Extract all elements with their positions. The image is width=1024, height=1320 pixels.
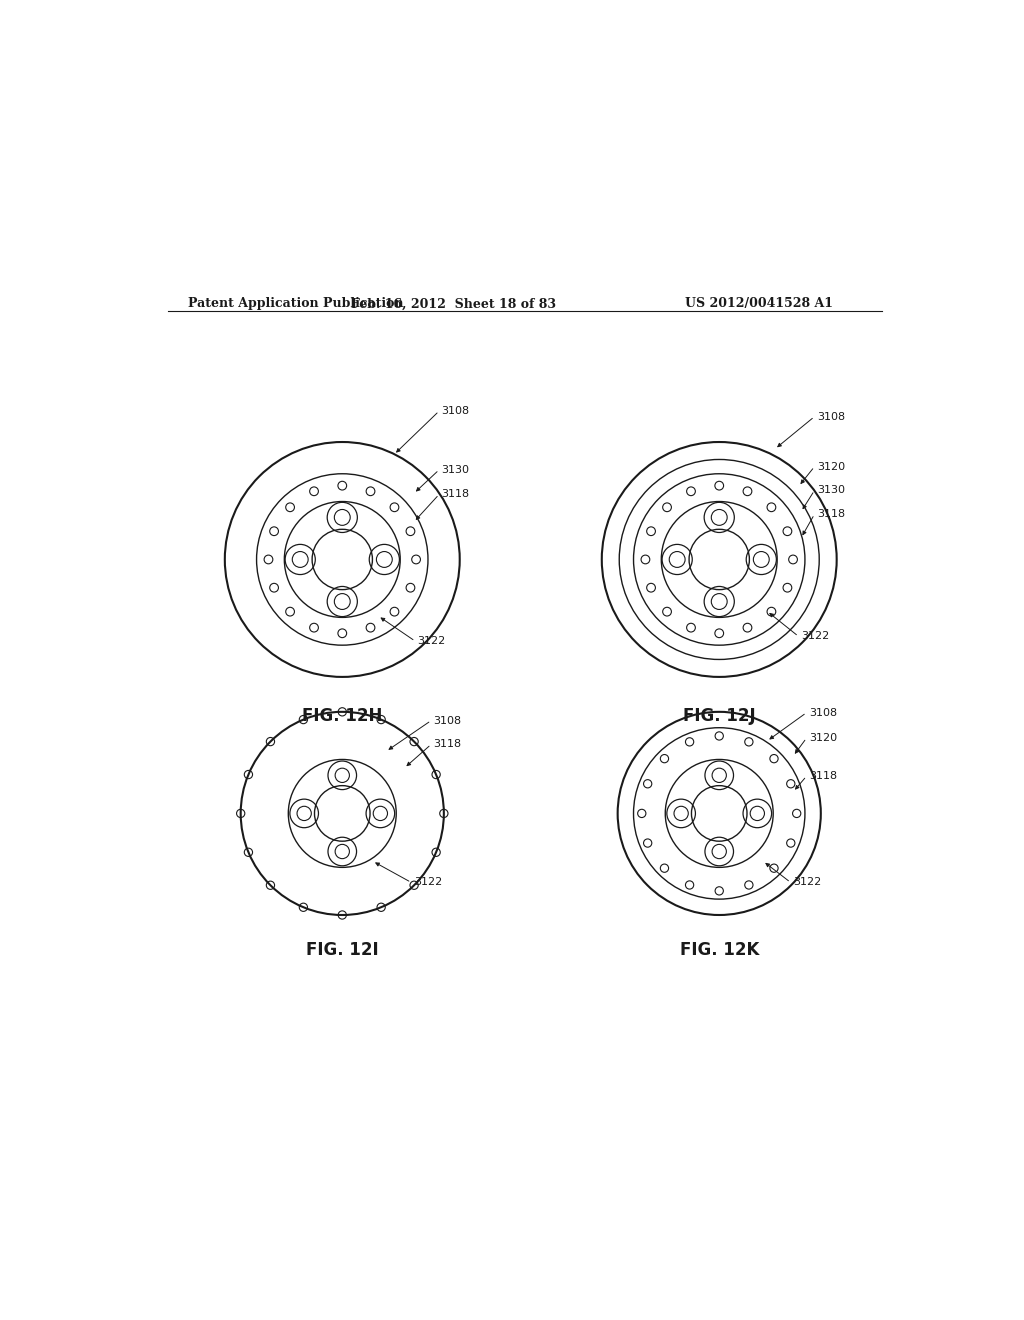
Text: 3108: 3108 [809, 708, 837, 718]
Text: 3122: 3122 [793, 878, 821, 887]
Text: 3108: 3108 [817, 412, 845, 421]
Text: FIG. 12I: FIG. 12I [306, 941, 379, 960]
Text: FIG. 12K: FIG. 12K [680, 941, 759, 960]
Text: 3120: 3120 [809, 733, 837, 743]
Text: US 2012/0041528 A1: US 2012/0041528 A1 [685, 297, 833, 310]
Text: 3108: 3108 [441, 407, 470, 416]
Text: 3130: 3130 [817, 486, 845, 495]
Text: 3122: 3122 [414, 878, 442, 887]
Text: Patent Application Publication: Patent Application Publication [187, 297, 403, 310]
Text: 3118: 3118 [441, 490, 470, 499]
Text: 3118: 3118 [809, 771, 837, 781]
Text: 3118: 3118 [817, 510, 845, 519]
Text: FIG. 12J: FIG. 12J [683, 708, 756, 725]
Text: 3108: 3108 [433, 715, 462, 726]
Text: 3130: 3130 [441, 465, 469, 475]
Text: 3122: 3122 [418, 636, 445, 647]
Text: Feb. 16, 2012  Sheet 18 of 83: Feb. 16, 2012 Sheet 18 of 83 [351, 297, 556, 310]
Text: FIG. 12H: FIG. 12H [302, 708, 382, 725]
Text: 3120: 3120 [817, 462, 845, 471]
Text: 3118: 3118 [433, 739, 462, 750]
Text: 3122: 3122 [801, 631, 829, 642]
